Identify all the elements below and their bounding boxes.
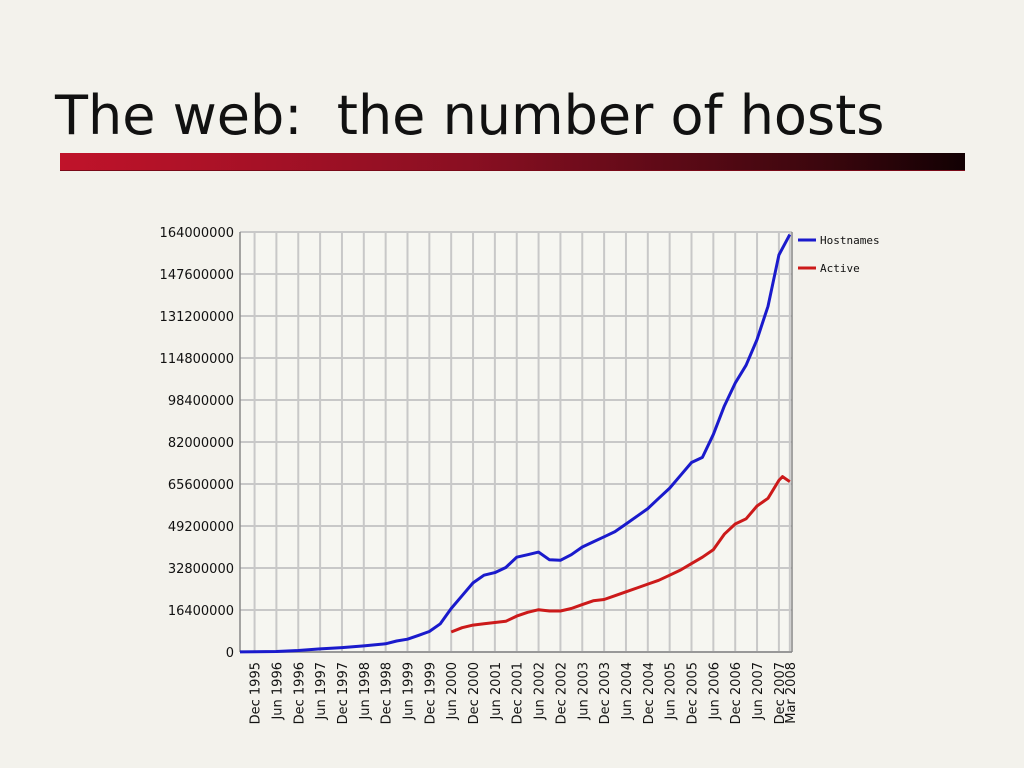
y-tick-label: 32800000 <box>168 562 234 577</box>
series-line-active <box>450 475 791 634</box>
x-tick-label: Jun 2000 <box>445 662 460 721</box>
y-tick-label: 131200000 <box>160 310 234 325</box>
y-tick-label: 65600000 <box>168 478 234 493</box>
x-tick-label: Jun 2007 <box>751 662 766 721</box>
x-tick-label: Dec 2004 <box>642 662 657 724</box>
x-tick-label: Jun 1997 <box>314 662 329 721</box>
y-tick-label: 114800000 <box>160 352 234 367</box>
legend-label: Hostnames <box>820 234 880 247</box>
axes <box>239 232 793 653</box>
x-tick-label: Dec 2000 <box>467 662 482 724</box>
x-tick-label: Dec 1997 <box>336 662 351 724</box>
y-tick-label: 0 <box>226 646 234 661</box>
y-tick-label: 147600000 <box>160 268 234 283</box>
x-tick-label: Dec 2002 <box>554 662 569 724</box>
legend-label: Active <box>820 262 860 275</box>
slide-title: The web: the number of hosts <box>55 84 885 147</box>
x-tick-label: Dec 1996 <box>292 662 307 724</box>
series-line-hostnames <box>239 233 792 654</box>
x-tick-label: Jun 1998 <box>358 662 373 721</box>
y-tick-labels: 0 16400000 32800000 49200000 65600000 8200000… <box>160 226 234 661</box>
x-tick-label: Jun 2004 <box>620 662 635 721</box>
x-tick-label: Jun 2001 <box>489 662 504 721</box>
x-tick-label: Dec 2001 <box>511 662 526 724</box>
x-tick-label: Jun 2005 <box>664 662 679 721</box>
y-tick-label: 98400000 <box>168 394 234 409</box>
legend: Hostnames Active <box>798 234 880 275</box>
x-tick-label: Jun 2002 <box>533 662 548 721</box>
grid <box>240 231 792 653</box>
x-tick-label: Dec 2007 <box>773 662 788 724</box>
y-tick-label: 16400000 <box>168 604 234 619</box>
x-tick-label: Mar 2008 <box>784 662 799 724</box>
x-tick-labels: Dec 1995 Jun 1996 Dec 1996 Jun 1997 Dec 1997… <box>249 662 799 724</box>
title-rule <box>60 153 965 170</box>
x-tick-label: Dec 1998 <box>380 662 395 724</box>
hosts-line-chart: 0 16400000 32800000 49200000 65600000 8200000… <box>160 226 880 724</box>
x-tick-label: Jun 1999 <box>401 662 416 721</box>
y-tick-label: 49200000 <box>168 520 234 535</box>
x-tick-label: Dec 2003 <box>598 662 613 724</box>
chart-panel: 0 16400000 32800000 49200000 65600000 8200000… <box>148 222 900 750</box>
x-tick-label: Jun 2003 <box>576 662 591 721</box>
x-tick-label: Dec 2006 <box>729 662 744 724</box>
x-tick-label: Dec 2005 <box>686 662 701 724</box>
x-tick-label: Dec 1995 <box>249 662 264 724</box>
series-lines <box>239 233 792 654</box>
y-tick-label: 164000000 <box>160 226 234 241</box>
x-tick-label: Jun 2006 <box>707 662 722 721</box>
y-tick-label: 82000000 <box>168 436 234 451</box>
x-tick-label: Jun 1996 <box>270 662 285 721</box>
x-tick-label: Dec 1999 <box>423 662 438 724</box>
